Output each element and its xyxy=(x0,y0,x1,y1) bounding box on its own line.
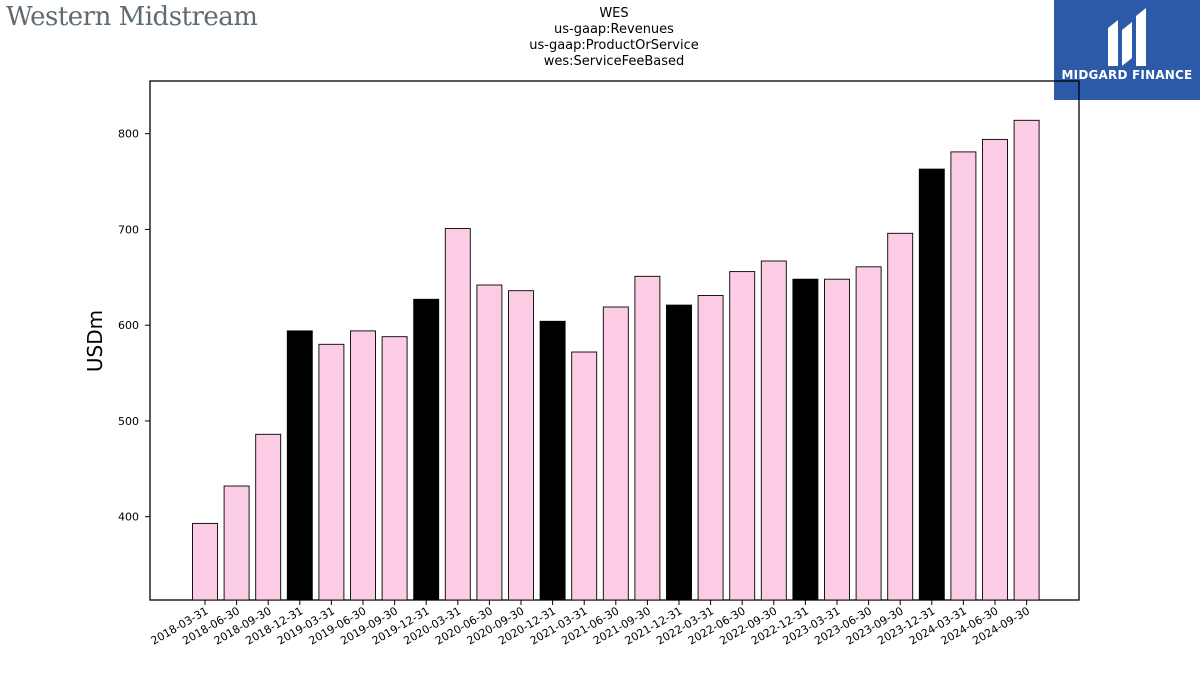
bar-2021-06-30 xyxy=(602,306,629,601)
bar-2023-06-30 xyxy=(855,266,882,601)
bar-2022-06-30 xyxy=(729,271,756,601)
bars-group xyxy=(192,119,1040,601)
bar-2020-09-30 xyxy=(508,290,534,601)
bar-2024-09-30 xyxy=(1013,119,1040,601)
midgard-m-icon xyxy=(1108,8,1146,66)
bar-2024-03-31 xyxy=(950,151,977,601)
bar-2021-09-30 xyxy=(634,275,661,601)
publisher-logo: MIDGARD FINANCE xyxy=(1054,0,1200,100)
bar-2023-12-31 xyxy=(918,168,945,601)
chart-title-line-1: WES xyxy=(599,6,629,21)
bar-2020-12-31 xyxy=(539,320,566,601)
y-axis-label: USDm xyxy=(83,310,107,372)
bar-2023-09-30 xyxy=(887,232,914,601)
bar-2020-03-31 xyxy=(444,228,471,601)
y-tick-label: 500 xyxy=(118,415,139,428)
publisher-name: MIDGARD FINANCE xyxy=(1061,68,1193,82)
bar-2023-03-31 xyxy=(824,278,850,601)
bar-2019-12-31 xyxy=(413,298,440,601)
bar-2022-03-31 xyxy=(697,295,724,601)
bar-2018-09-30 xyxy=(255,433,282,601)
chart-title: WES us-gaap:Revenues us-gaap:ProductOrSe… xyxy=(414,6,814,70)
bar-2018-03-31 xyxy=(192,522,218,601)
bar-2019-09-30 xyxy=(381,336,408,601)
chart-title-line-2: us-gaap:Revenues xyxy=(554,22,674,37)
bar-2021-03-31 xyxy=(571,351,598,601)
y-axis: 400 500 600 700 800 xyxy=(118,128,150,524)
y-tick-label: 600 xyxy=(118,319,139,332)
bar-2024-06-30 xyxy=(982,138,1008,601)
bar-2019-06-30 xyxy=(350,330,376,601)
bar-2019-03-31 xyxy=(318,343,345,601)
company-logo: Western Midstream xyxy=(6,2,258,32)
y-tick-label: 400 xyxy=(118,511,139,524)
bar-2020-06-30 xyxy=(476,284,503,601)
y-tick-label: 700 xyxy=(118,223,139,236)
bar-2021-12-31 xyxy=(666,304,692,601)
x-axis: 2018-03-312018-06-302018-09-302018-12-31… xyxy=(149,600,1032,648)
bar-2022-09-30 xyxy=(760,260,787,601)
y-tick-label: 800 xyxy=(118,128,139,141)
bar-2018-06-30 xyxy=(223,485,250,601)
bar-2022-12-31 xyxy=(792,278,819,601)
bar-2018-12-31 xyxy=(286,330,313,601)
chart-title-line-4: wes:ServiceFeeBased xyxy=(543,54,685,69)
chart-title-line-3: us-gaap:ProductOrService xyxy=(529,38,699,53)
